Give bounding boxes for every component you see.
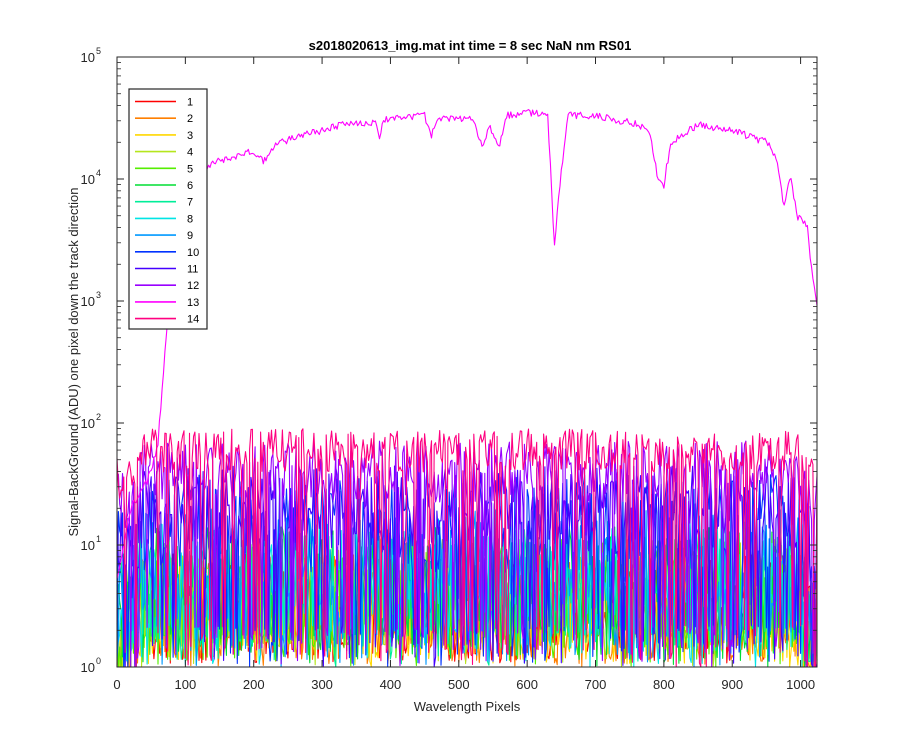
y-tick-exponent: 4 — [96, 168, 101, 178]
x-tick-label: 1000 — [786, 677, 815, 692]
y-tick-exponent: 0 — [96, 656, 101, 666]
legend-label-11: 11 — [187, 264, 198, 276]
plot-frame — [116, 56, 818, 668]
y-tick-label: 10 — [81, 416, 95, 431]
y-tick-label: 10 — [81, 50, 95, 65]
legend-box — [128, 88, 208, 330]
x-tick-label: 0 — [113, 677, 120, 692]
x-axis: 0 100 200 300 400 500 600 700 800 900 1000 — [113, 57, 815, 692]
x-tick-label: 300 — [311, 677, 333, 692]
y-tick-label: 10 — [81, 660, 95, 675]
x-tick-label: 700 — [585, 677, 607, 692]
chart-title: s2018020613_img.mat int time = 8 sec NaN… — [309, 38, 632, 53]
y-tick-label: 10 — [81, 538, 95, 553]
legend-label-4: 4 — [187, 147, 193, 159]
y-tick-exponent: 3 — [96, 290, 101, 300]
legend-label-7: 7 — [187, 197, 193, 209]
legend-label-5: 5 — [187, 163, 193, 175]
y-tick-label: 10 — [81, 294, 95, 309]
x-tick-label: 100 — [175, 677, 197, 692]
legend-label-1: 1 — [187, 97, 193, 109]
y-tick-exponent: 5 — [96, 46, 101, 56]
x-axis-label: Wavelength Pixels — [414, 699, 521, 714]
legend-label-3: 3 — [187, 130, 193, 142]
y-tick-label: 10 — [81, 172, 95, 187]
legend-label-14: 14 — [187, 314, 199, 326]
series-line-14 — [116, 428, 818, 668]
legend-label-8: 8 — [187, 213, 193, 225]
x-tick-label: 600 — [516, 677, 538, 692]
x-tick-label: 200 — [243, 677, 265, 692]
legend-label-9: 9 — [187, 230, 193, 242]
series-line-13 — [116, 109, 818, 580]
x-tick-label: 500 — [448, 677, 470, 692]
x-tick-label: 800 — [653, 677, 675, 692]
legend-label-6: 6 — [187, 180, 193, 192]
legend-label-2: 2 — [187, 113, 193, 125]
y-tick-exponent: 1 — [96, 534, 101, 544]
y-axis-label: Signal-BackGround (ADU) one pixel down t… — [66, 187, 81, 536]
y-tick-exponent: 2 — [96, 412, 101, 422]
legend-label-13: 13 — [187, 297, 199, 309]
series-layer — [116, 109, 818, 668]
x-tick-label: 400 — [380, 677, 402, 692]
legend-label-12: 12 — [187, 280, 199, 292]
legend-label-10: 10 — [187, 247, 199, 259]
x-tick-label: 900 — [721, 677, 743, 692]
